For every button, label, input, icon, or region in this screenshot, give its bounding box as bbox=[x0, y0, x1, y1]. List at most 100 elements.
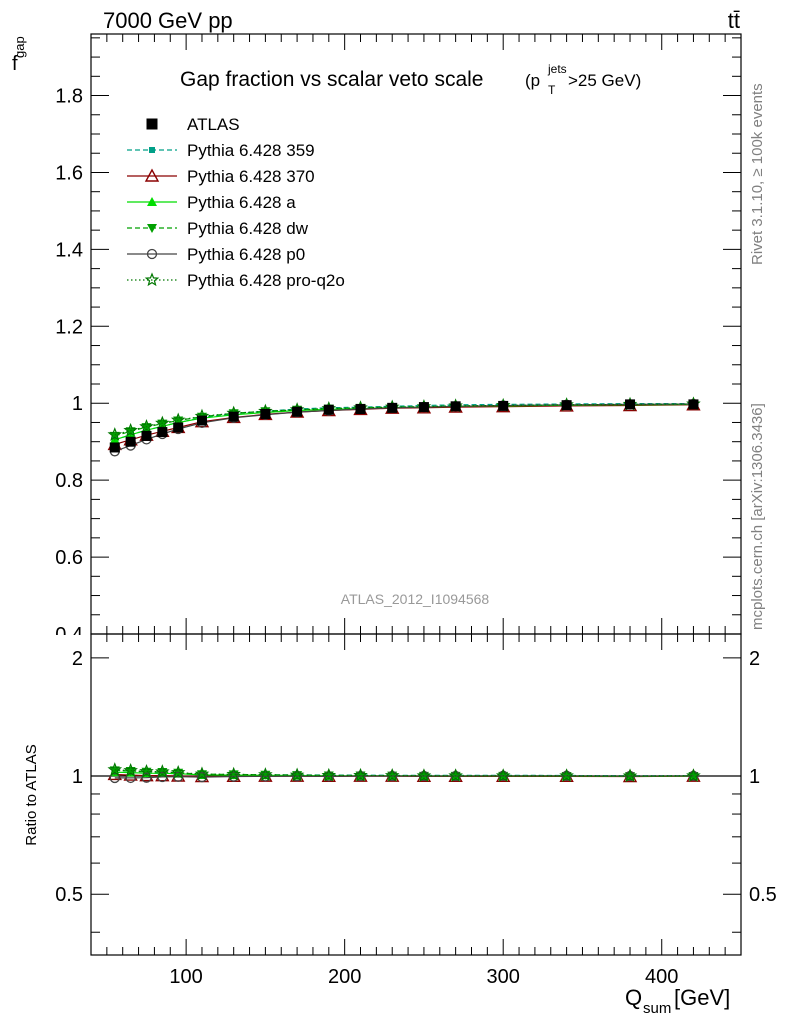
legend-label: Pythia 6.428 359 bbox=[187, 141, 315, 160]
ratio-point-pq2o bbox=[559, 768, 574, 783]
x-tick-label: 200 bbox=[328, 966, 361, 988]
legend-label: Pythia 6.428 a bbox=[187, 193, 296, 212]
chart-title: Gap fraction vs scalar veto scale bbox=[180, 68, 483, 91]
legend-marker bbox=[149, 147, 155, 153]
title-cut-sub: T bbox=[548, 83, 556, 97]
y-axis-label: f bbox=[12, 53, 18, 75]
y-tick-label: 1.8 bbox=[55, 86, 83, 108]
point-data bbox=[173, 422, 184, 433]
point-data bbox=[387, 402, 398, 413]
point-data bbox=[157, 427, 168, 438]
point-data bbox=[260, 409, 271, 419]
x-axis-label: Q bbox=[625, 985, 642, 1010]
energy-label: 7000 GeV pp bbox=[103, 8, 233, 33]
ratio-point-pq2o bbox=[194, 766, 210, 781]
point-data bbox=[196, 415, 207, 426]
x-tick-label: 400 bbox=[645, 966, 678, 988]
point-data bbox=[141, 430, 152, 441]
ratio-point-pq2o bbox=[416, 768, 432, 783]
ratio-series-line bbox=[114, 775, 694, 779]
y-tick-label: 1.2 bbox=[55, 316, 83, 338]
process-label: tt̄ bbox=[728, 8, 740, 33]
y-tick-label: 1 bbox=[72, 393, 83, 415]
x-tick-label: 300 bbox=[487, 966, 520, 988]
legend-label: Pythia 6.428 pro-q2o bbox=[187, 271, 345, 290]
rivet-version-note: Rivet 3.1.10, ≥ 100k events bbox=[749, 83, 766, 265]
point-data bbox=[418, 402, 429, 413]
ratio-point-pq2o bbox=[448, 768, 463, 783]
point-pdw bbox=[157, 419, 168, 429]
ratio-point-pp0 bbox=[141, 772, 152, 783]
ratio-point-pq2o bbox=[495, 768, 511, 783]
point-data bbox=[450, 401, 461, 412]
legend-marker bbox=[144, 168, 160, 182]
point-data bbox=[125, 436, 136, 447]
legend-marker bbox=[146, 118, 158, 130]
ratio-y-tick-label-right: 2 bbox=[749, 648, 760, 670]
legend-item-pa: Pythia 6.428 a bbox=[127, 193, 296, 212]
point-pq2o bbox=[123, 422, 138, 437]
ratio-y-axis-label: Ratio to ATLAS bbox=[23, 744, 40, 845]
point-pdw bbox=[141, 423, 152, 433]
title-cut-pre: (p bbox=[525, 71, 540, 90]
ratio-y-tick-label: 2 bbox=[72, 648, 83, 670]
ratio-point-pq2o bbox=[321, 767, 337, 782]
ratio-point-pq2o bbox=[107, 762, 123, 776]
legend-marker bbox=[146, 248, 158, 260]
point-data bbox=[498, 400, 509, 411]
series-data bbox=[109, 399, 699, 453]
point-data bbox=[561, 400, 572, 411]
series-pp0 bbox=[109, 398, 699, 457]
point-data bbox=[625, 399, 636, 410]
ratio-y-tick-label-right: 1 bbox=[749, 766, 760, 788]
x-axis-label-sub: sum bbox=[643, 1000, 671, 1017]
y-tick-label: 1.6 bbox=[55, 162, 83, 184]
ratio-point-pp0 bbox=[109, 772, 120, 784]
point-data bbox=[688, 399, 699, 410]
ratio-point-pp0 bbox=[291, 771, 303, 782]
point-data bbox=[228, 411, 239, 422]
ratio-point-pq2o bbox=[686, 768, 701, 783]
legend-item-pp0: Pythia 6.428 p0 bbox=[127, 245, 305, 264]
legend-label: Pythia 6.428 p0 bbox=[187, 245, 305, 264]
ratio-point-pp0 bbox=[260, 771, 271, 782]
legend-item-p359: Pythia 6.428 359 bbox=[127, 141, 315, 160]
point-data bbox=[323, 404, 334, 415]
title-cut-sup: jets bbox=[547, 62, 567, 76]
series-line bbox=[114, 403, 694, 441]
legend-marker bbox=[147, 224, 157, 233]
ratio-point-pp0 bbox=[196, 771, 208, 783]
ratio-point-pp0 bbox=[157, 771, 168, 783]
ratio-point-pp0 bbox=[228, 771, 239, 782]
ratio-point-pp0 bbox=[173, 771, 184, 782]
y-tick-label: 0.6 bbox=[55, 547, 83, 569]
analysis-watermark: ATLAS_2012_I1094568 bbox=[341, 591, 490, 607]
legend-marker bbox=[144, 272, 160, 287]
y-tick-label: 1.4 bbox=[55, 239, 83, 261]
point-pdw bbox=[173, 416, 184, 426]
y-tick-label: 0.8 bbox=[55, 470, 83, 492]
ratio-point-pq2o bbox=[170, 764, 186, 779]
ratio-point-pdw bbox=[125, 766, 136, 776]
legend-item-pq2o: Pythia 6.428 pro-q2o bbox=[127, 271, 345, 290]
ratio-point-pq2o bbox=[353, 767, 368, 782]
legend-item-p370: Pythia 6.428 370 bbox=[127, 167, 315, 186]
legend-item-data: ATLAS bbox=[146, 115, 240, 134]
point-data bbox=[109, 442, 120, 453]
ratio-point-pq2o bbox=[289, 767, 305, 782]
point-pq2o bbox=[155, 415, 170, 430]
ratio-point-pq2o bbox=[384, 768, 400, 782]
legend-marker bbox=[147, 197, 157, 206]
ratio-point-pq2o bbox=[258, 767, 273, 781]
ratio-point-pp0 bbox=[323, 771, 334, 782]
title-cut-post: >25 GeV) bbox=[568, 71, 641, 90]
point-pdw bbox=[109, 431, 120, 441]
x-axis-label-unit: [GeV] bbox=[674, 985, 730, 1010]
ratio-plot-frame bbox=[90, 633, 742, 956]
ratio-point-pq2o bbox=[622, 768, 638, 783]
legend-item-pdw: Pythia 6.428 dw bbox=[127, 219, 309, 238]
legend-label: Pythia 6.428 dw bbox=[187, 219, 309, 238]
point-data bbox=[355, 404, 366, 414]
y-axis-label-sub: gap bbox=[12, 36, 27, 58]
